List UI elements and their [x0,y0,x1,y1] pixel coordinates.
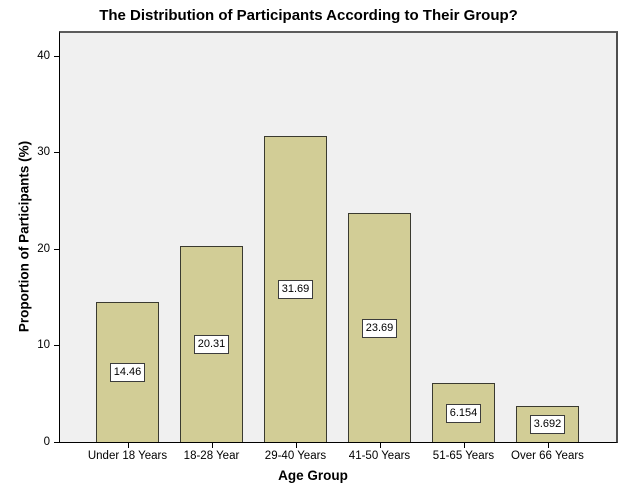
x-axis-tick [127,443,129,448]
x-tick-label: 51-65 Years [432,450,495,462]
y-axis-tick [54,56,59,57]
x-axis-tick [379,443,381,448]
y-axis-tick [54,152,59,153]
x-tick-label: Over 66 Years [511,450,584,462]
y-tick-label: 30 [37,146,50,158]
y-tick-label: 40 [37,50,50,62]
y-tick-label: 0 [43,436,50,448]
bar-value-label: 3.692 [529,415,566,434]
bar: 6.154 [432,383,495,442]
y-axis-tick [54,442,59,443]
bar-value-label: 6.154 [445,403,482,423]
x-axis-label: Age Group [278,468,348,483]
y-axis-tick [54,345,59,346]
y-tick-label: 10 [37,339,50,351]
bar: 31.69 [264,136,327,442]
x-axis-tick [295,443,297,448]
x-tick-label: 18-28 Year [183,450,240,462]
x-tick-label: Under 18 Years [87,450,168,462]
bar-value-label: 31.69 [277,280,314,299]
bar: 20.31 [180,246,243,442]
bar: 14.46 [96,302,159,442]
chart-title: The Distribution of Participants Accordi… [99,7,518,24]
plot-area: 14.46 20.31 31.69 23.69 6.154 3.692 [59,31,618,443]
x-axis-tick [211,443,213,448]
y-axis-tick [54,249,59,250]
bar-value-label: 20.31 [193,335,230,354]
x-axis-tick [463,443,465,448]
bar-value-label: 14.46 [109,363,146,382]
bar: 3.692 [516,406,579,442]
x-tick-label: 41-50 Years [348,450,411,462]
y-tick-label: 20 [37,243,50,255]
bar: 23.69 [348,213,411,442]
x-axis-tick [547,443,549,448]
x-tick-label: 29-40 Years [264,450,327,462]
bar-value-label: 23.69 [361,318,398,338]
y-axis-label: Proportion of Participants (%) [16,140,32,333]
